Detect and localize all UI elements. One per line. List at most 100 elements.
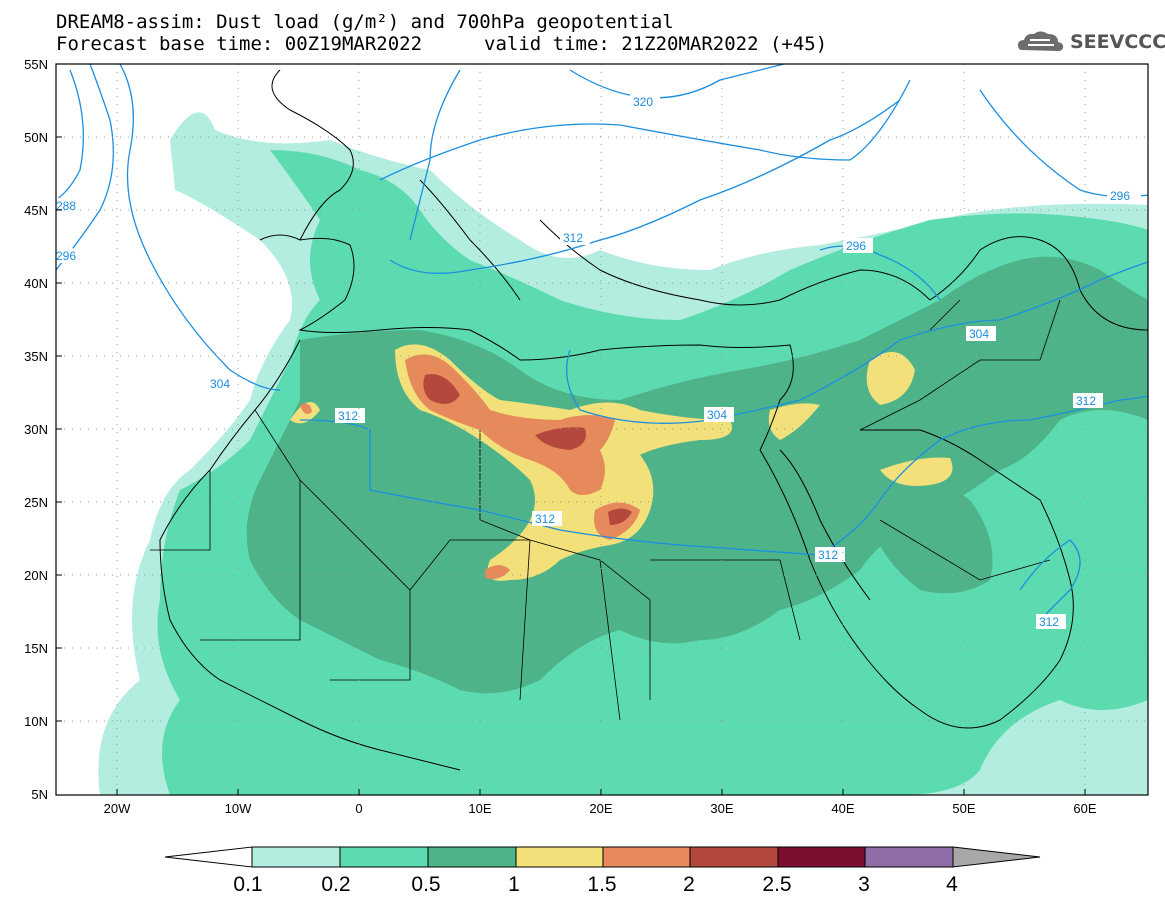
coastline-africa-west (159, 339, 461, 771)
contour-label: 312 (532, 511, 562, 526)
svg-text:304: 304 (210, 377, 230, 391)
svg-text:304: 304 (969, 327, 989, 341)
geopotential-contours (56, 64, 1148, 621)
contour-312-mid (299, 395, 1148, 556)
contour-label: 312 (335, 408, 365, 423)
lon-labels: 20W 10W 0 10E 20E 30E 40E 50E 60E (104, 801, 1097, 816)
lat-label: 5N (31, 787, 48, 802)
lon-label: 0 (355, 801, 362, 816)
forecast-base-time: Forecast base time: 00Z19MAR2022 (56, 33, 423, 55)
lat-label: 20N (24, 568, 48, 583)
logo-text: SEEVCCC (1070, 31, 1165, 53)
dust-level-1c (768, 403, 820, 440)
dust-level-1b (866, 352, 915, 405)
contour-312 (379, 79, 911, 181)
colorbar-swatch (427, 846, 517, 868)
dust-field (98, 112, 1148, 795)
lat-label: 15N (24, 641, 48, 656)
contour-label: 304 (966, 326, 996, 341)
dust-level-1.5 (405, 354, 615, 495)
colorbar-label: 0.1 (233, 873, 262, 896)
lat-label: 50N (24, 130, 48, 145)
contour-296-west (56, 64, 114, 271)
svg-text:312: 312 (1039, 615, 1059, 629)
lon-label: 50E (952, 801, 975, 816)
svg-text:312: 312 (563, 231, 583, 245)
contour-label: 304 (704, 407, 734, 422)
contour-label: 288 (56, 198, 76, 213)
contour-label: 296 (843, 238, 873, 253)
lat-label: 10N (24, 714, 48, 729)
lat-label: 45N (24, 203, 48, 218)
colorbar-swatch (251, 846, 341, 868)
lat-label: 40N (24, 276, 48, 291)
lon-label: 20E (589, 801, 612, 816)
contour-label: 296 (1107, 188, 1141, 203)
colorbar-swatch (864, 846, 954, 868)
colorbar-label: 0.2 (321, 873, 350, 896)
dust-level-2b (535, 427, 586, 450)
dust-level-1.5d (300, 403, 312, 414)
map-title: DREAM8-assim: Dust load (g/m²) and 700hP… (56, 11, 674, 33)
dust-level-0.5 (246, 256, 1148, 694)
cloud-icon (1018, 31, 1064, 51)
colorbar-label: 2 (683, 873, 695, 896)
dust-level-0.5b (870, 477, 993, 594)
lon-label: 10E (468, 801, 491, 816)
colorbar-swatch (777, 846, 866, 868)
contour-label: 304 (208, 376, 238, 391)
svg-text:312: 312 (535, 512, 555, 526)
colorbar-label: 3 (858, 873, 870, 896)
contour-312-se (1019, 539, 1081, 621)
svg-text:296: 296 (1110, 189, 1130, 203)
contour-label: 320 (630, 94, 660, 109)
contour-label: 312 (1036, 614, 1066, 629)
colorbar-swatch (602, 846, 691, 868)
axis-ticks (56, 136, 1086, 795)
svg-text:288: 288 (56, 199, 76, 213)
lat-label: 25N (24, 495, 48, 510)
valid-time: valid time: 21Z20MAR2022 (+45) (484, 33, 828, 55)
lon-label: 10W (225, 801, 252, 816)
dust-level-1.5c (485, 565, 510, 579)
lat-labels: 55N 50N 45N 40N 35N 30N 25N 20N 15N 10N … (24, 57, 48, 802)
contour-labels: 320 296 288 296 312 304 312 304 312 296 … (56, 94, 1141, 629)
coastline-north (271, 69, 1148, 331)
svg-text:320: 320 (633, 95, 653, 109)
lat-label: 35N (24, 349, 48, 364)
colorbar-over-arrow (952, 846, 1041, 868)
lon-label: 40E (831, 801, 854, 816)
colorbar-label: 2.5 (762, 873, 791, 896)
contour-label: 296 (56, 248, 76, 263)
contour-label: 312 (1073, 393, 1103, 408)
contour-320 (409, 64, 787, 241)
svg-text:296: 296 (56, 249, 76, 263)
colorbar (164, 846, 1041, 868)
lon-label: 60E (1073, 801, 1096, 816)
colorbar-label: 1 (508, 873, 520, 896)
lon-label: 30E (710, 801, 733, 816)
coastline-redsea (759, 429, 1074, 729)
contour-304-mid (119, 64, 1148, 424)
contour-288 (56, 69, 84, 201)
lat-label: 55N (24, 57, 48, 72)
colorbar-label: 0.5 (411, 873, 440, 896)
contour-label: 312 (815, 547, 845, 562)
contour-label: 312 (560, 230, 590, 245)
lat-label: 30N (24, 422, 48, 437)
contour-304-north (389, 99, 901, 274)
dust-level-2 (423, 374, 460, 404)
svg-text:312: 312 (338, 409, 358, 423)
colorbar-swatch (339, 846, 429, 868)
colorbar-labels: 0.1 0.2 0.5 1 1.5 2 2.5 3 4 (233, 873, 958, 896)
svg-text:312: 312 (818, 548, 838, 562)
colorbar-label: 1.5 (587, 873, 616, 896)
colorbar-swatch (515, 846, 604, 868)
dust-level-2c (608, 508, 632, 525)
svg-text:312: 312 (1076, 394, 1096, 408)
dust-level-1d (880, 457, 953, 486)
colorbar-swatch (689, 846, 779, 868)
colorbar-under-arrow (164, 846, 253, 868)
svg-text:304: 304 (707, 408, 727, 422)
